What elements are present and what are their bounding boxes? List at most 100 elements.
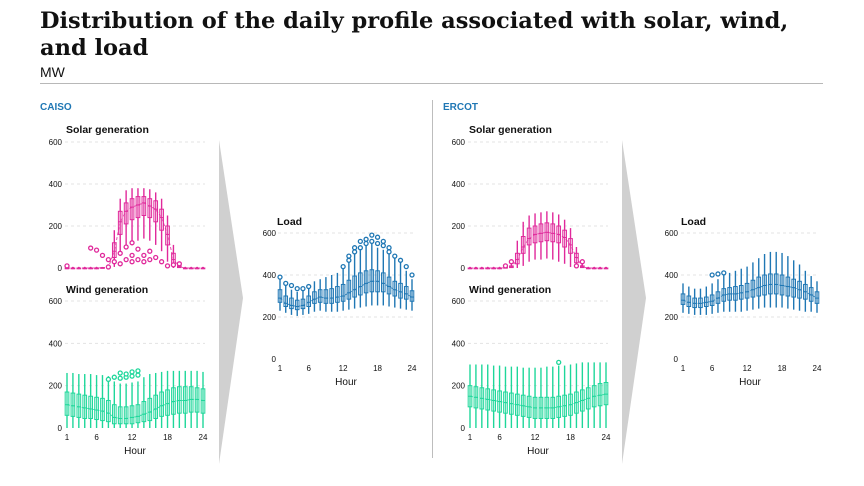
- x-axis-label: Hour: [335, 377, 357, 388]
- zero-marker: [195, 266, 199, 270]
- outlier-point: [123, 256, 129, 263]
- iqr-box: [294, 299, 300, 311]
- outlier-point: [170, 262, 177, 268]
- iqr-box: [129, 198, 135, 221]
- box-hour-15: [147, 189, 153, 241]
- box-hour-21: [585, 266, 591, 270]
- iqr-box: [733, 286, 738, 301]
- outlier-point: [502, 263, 509, 269]
- iqr-box: [358, 272, 363, 296]
- box-hour-15: [147, 374, 153, 428]
- box-hour-7: [715, 279, 721, 313]
- box-hour-8: [721, 275, 727, 312]
- box-hour-10: [520, 367, 526, 428]
- iqr-box: [768, 273, 773, 295]
- iqr-box: [123, 202, 129, 225]
- box-hour-18: [375, 247, 380, 306]
- zero-marker: [598, 266, 602, 270]
- box-hour-5: [703, 286, 709, 315]
- iqr-box: [64, 391, 70, 416]
- outlier-point: [176, 261, 182, 267]
- iqr-box: [709, 294, 715, 306]
- zero-marker: [486, 266, 489, 270]
- y-tick-label: 400: [49, 180, 63, 189]
- y-tick-label: 0: [58, 424, 63, 433]
- iqr-box: [750, 279, 756, 298]
- outlier-point: [117, 370, 123, 376]
- iqr-box: [165, 225, 170, 246]
- x-tick-label: 12: [339, 364, 348, 373]
- outlier-point: [135, 368, 141, 374]
- iqr-box: [88, 395, 93, 419]
- box-hour-14: [352, 254, 357, 309]
- outlier-point: [99, 252, 106, 259]
- chart-title: Wind generation: [469, 284, 551, 296]
- iqr-box: [147, 397, 153, 422]
- iqr-box: [159, 391, 164, 417]
- x-tick-label: 18: [778, 364, 787, 373]
- iqr-box: [392, 280, 398, 297]
- iqr-box: [597, 383, 603, 407]
- outlier-point: [392, 253, 398, 259]
- box-hour-9: [514, 240, 520, 268]
- x-axis-label: Hour: [124, 446, 146, 457]
- chart-title: Load: [681, 216, 706, 228]
- median-trend-line: [682, 283, 818, 304]
- x-tick-label: 12: [531, 433, 540, 442]
- box-hour-14: [544, 366, 550, 428]
- box-hour-15: [550, 212, 556, 260]
- iqr-box: [680, 293, 686, 305]
- iqr-box: [141, 401, 147, 423]
- box-hour-20: [177, 370, 182, 428]
- median-trend-line: [66, 398, 204, 419]
- iqr-box: [526, 227, 532, 246]
- box-hour-18: [165, 370, 170, 428]
- x-tick-label: 24: [602, 433, 611, 442]
- y-tick-label: 200: [49, 382, 63, 391]
- outlier-point: [277, 274, 283, 280]
- box-hour-15: [550, 366, 556, 428]
- box-hour-11: [335, 272, 340, 312]
- outlier-point: [123, 244, 129, 250]
- outlier-point: [129, 252, 135, 259]
- box-hour-3: [479, 364, 485, 428]
- y-tick-label: 600: [452, 138, 466, 147]
- iqr-box: [147, 198, 153, 219]
- outlier-point: [409, 272, 415, 278]
- x-tick-label: 18: [163, 433, 172, 442]
- box-hour-2: [70, 372, 76, 428]
- outlier-point: [721, 270, 727, 276]
- outlier-point: [363, 236, 369, 242]
- outlier-point: [147, 256, 153, 263]
- outlier-point: [573, 263, 580, 269]
- outlier-point: [129, 369, 135, 375]
- box-hour-16: [153, 192, 159, 245]
- iqr-box: [756, 276, 762, 297]
- box-hour-12: [129, 188, 135, 243]
- box-hour-21: [182, 266, 188, 270]
- box-hour-6: [709, 283, 715, 314]
- iqr-box: [568, 238, 573, 254]
- x-tick-label: 6: [497, 433, 502, 442]
- outlier-point: [153, 254, 159, 261]
- box-hour-24: [603, 362, 609, 428]
- outlier-point: [386, 245, 392, 251]
- box-hour-7: [503, 366, 508, 428]
- box-hour-21: [182, 370, 188, 428]
- box-hour-23: [403, 270, 409, 310]
- iqr-box: [562, 229, 567, 248]
- box-hour-12: [340, 268, 346, 311]
- chart-title: Load: [277, 216, 302, 228]
- iqr-box: [171, 387, 176, 415]
- region-label-caiso: CAISO: [40, 102, 72, 113]
- outlier-point: [363, 240, 369, 247]
- iqr-box: [94, 396, 99, 421]
- x-axis-label: Hour: [739, 377, 761, 388]
- zero-marker: [201, 266, 205, 270]
- x-tick-label: 6: [306, 364, 311, 373]
- zero-marker: [71, 266, 75, 270]
- iqr-box: [698, 297, 703, 309]
- box-hour-4: [485, 364, 491, 428]
- outlier-point: [64, 263, 70, 269]
- iqr-box: [135, 196, 141, 219]
